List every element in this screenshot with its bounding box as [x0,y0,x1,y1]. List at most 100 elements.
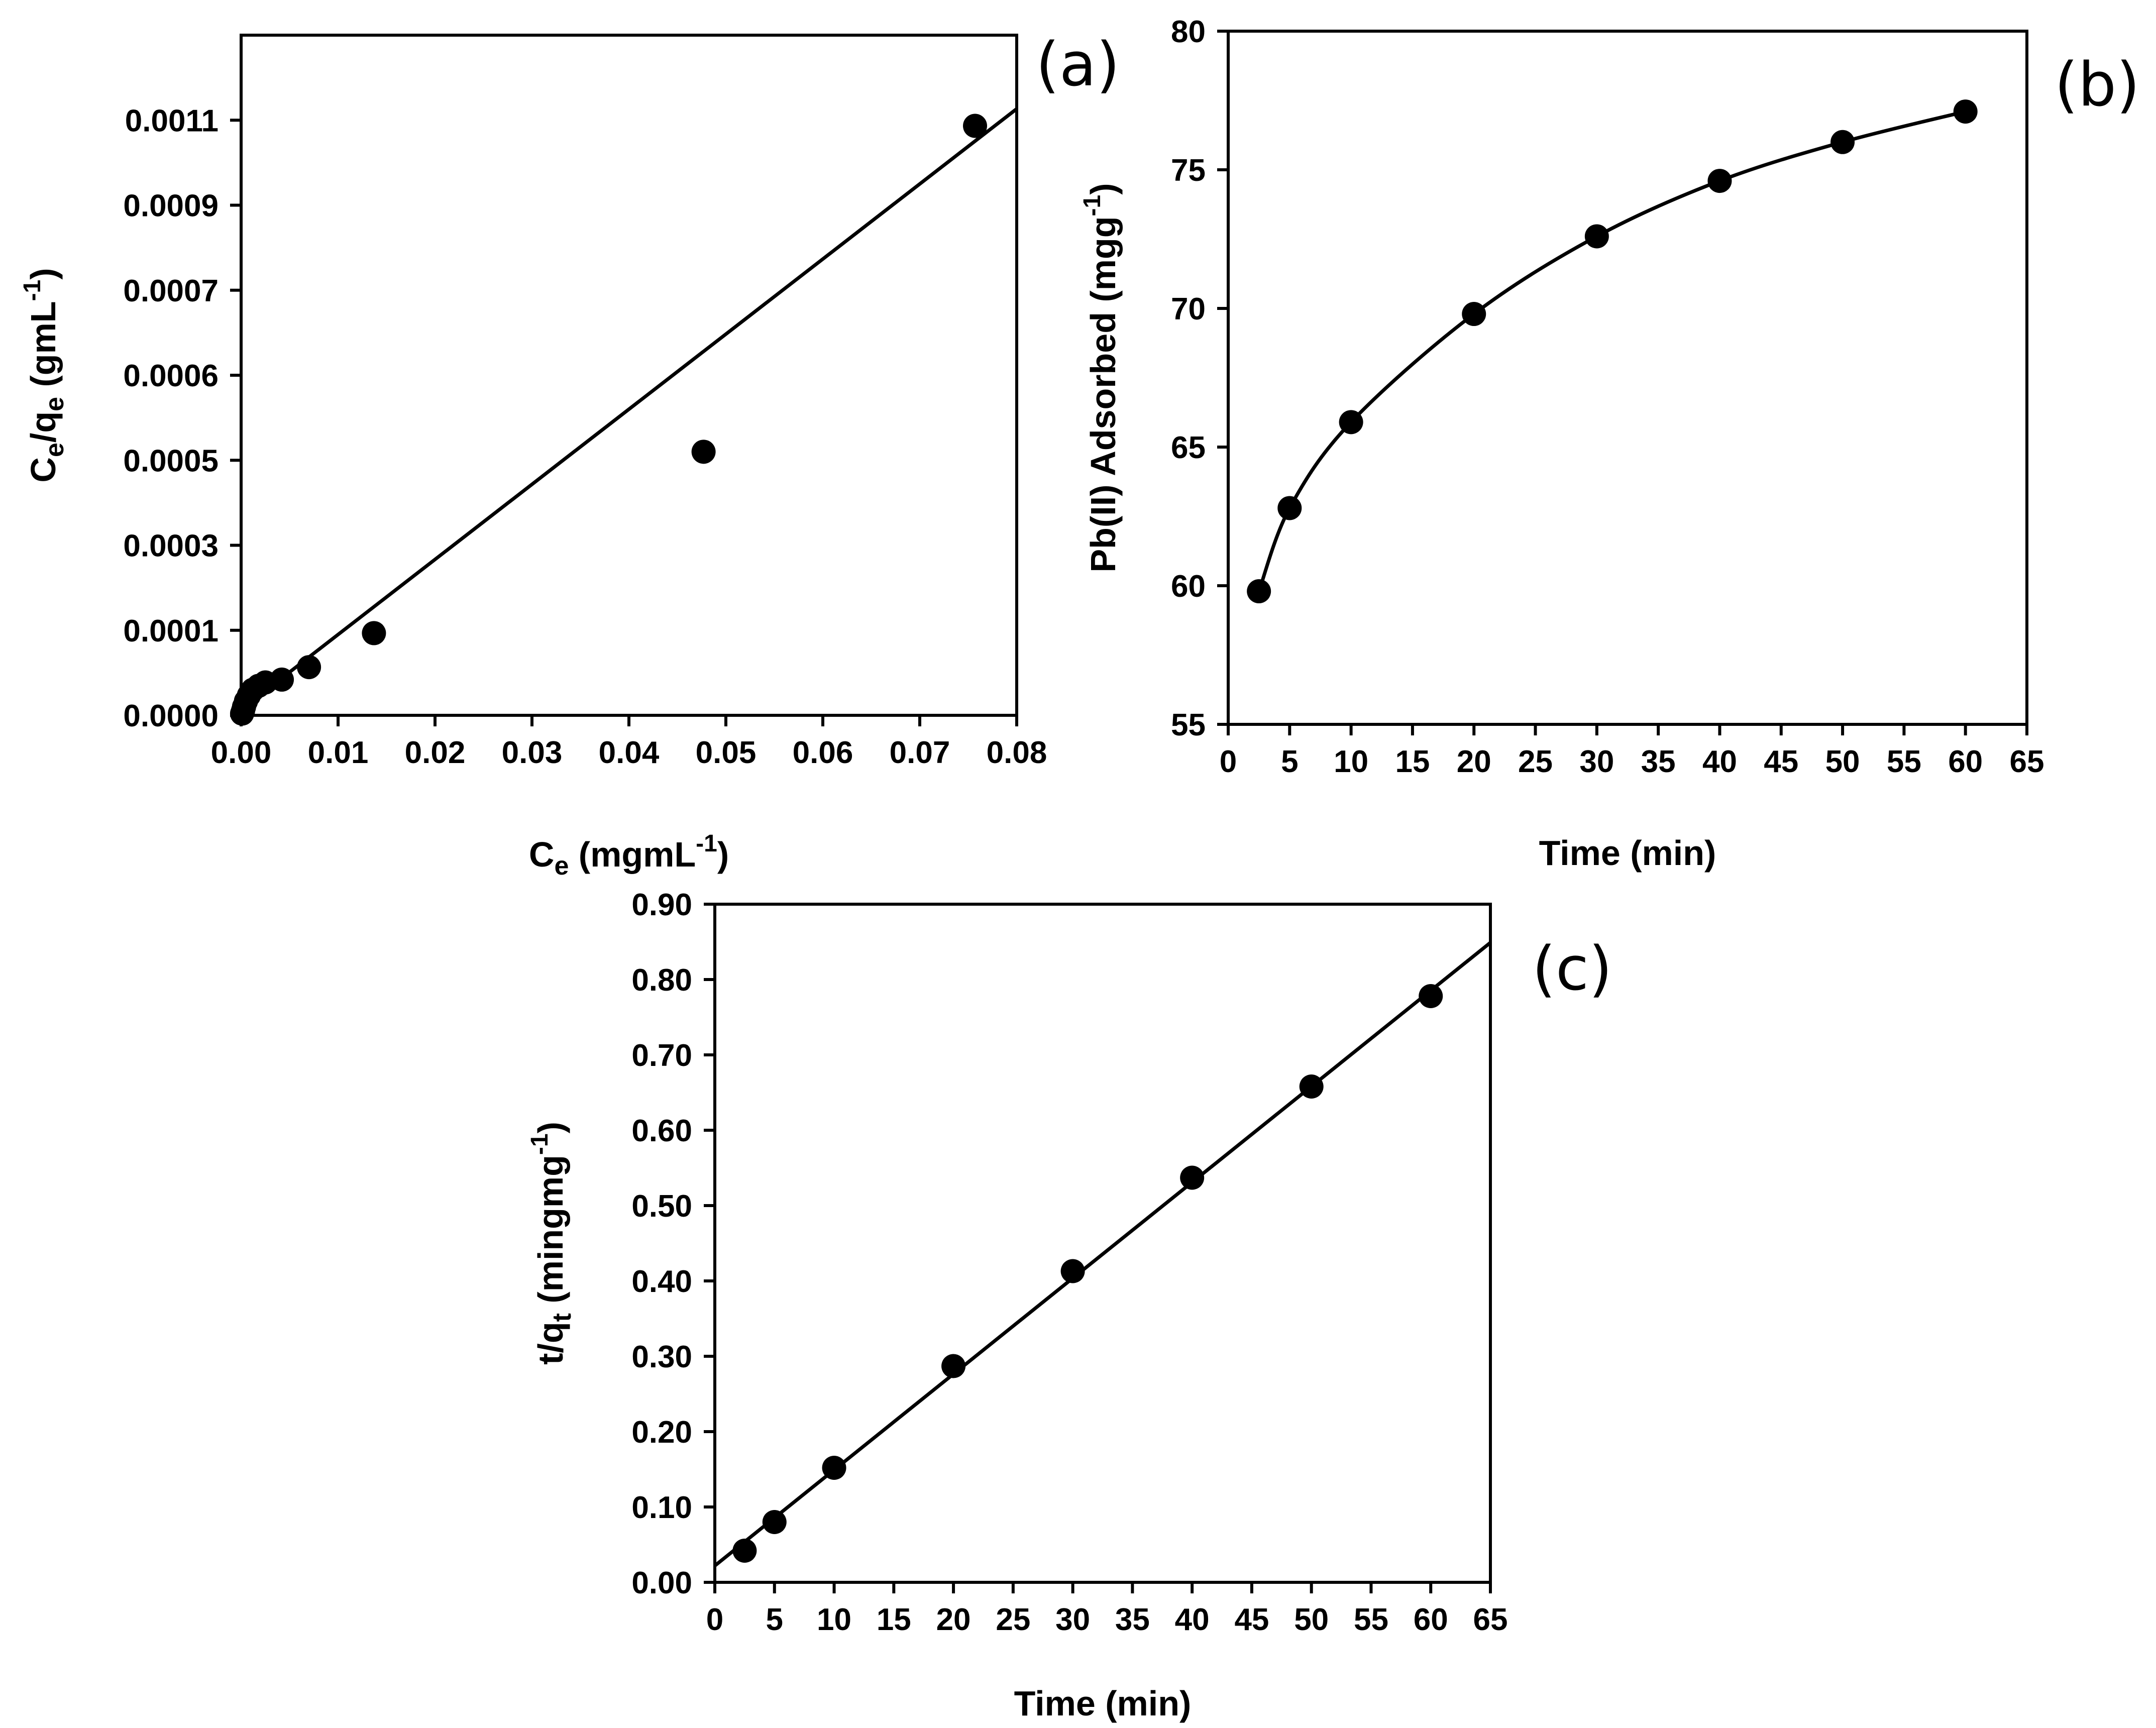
x-tick-label: 30 [1055,1602,1090,1637]
x-tick-label: 20 [1457,744,1491,779]
x-tick-label: 55 [1354,1602,1388,1637]
data-point [1247,579,1271,604]
y-tick-label: 0.0011 [125,103,219,138]
data-point [1953,99,1978,124]
x-tick-label: 65 [2010,744,2044,779]
x-tick-label: 35 [1641,744,1676,779]
x-tick-label: 45 [1234,1602,1269,1637]
y-tick-label: 0.80 [631,963,692,998]
x-tick-label: 25 [1518,744,1553,779]
x-axis-title: Ce (mgmL-1) [529,830,729,881]
x-tick-label: 15 [877,1602,911,1637]
x-tick-label: 40 [1702,744,1737,779]
y-tick-label: 0.30 [631,1340,692,1374]
data-point [1419,984,1443,1008]
y-tick-label: 0.40 [631,1264,692,1299]
y-tick-label: 75 [1171,153,1206,188]
data-point [270,667,294,692]
y-axis-ticks: 0.0000 0.0001 0.0003 0.0005 0.0006 0.0007 0.00… [123,103,241,733]
x-tick-label: 60 [1948,744,1983,779]
panel-label-a: (a) [1036,30,1120,100]
x-tick-label: 30 [1579,744,1614,779]
data-point [732,1539,757,1563]
x-tick-label: 35 [1115,1602,1150,1637]
data-point [1830,130,1855,154]
y-axis-title: t/qt (mingmg-1) [526,1122,577,1365]
x-tick-label: 0.02 [405,735,466,770]
x-tick-label: 10 [1334,744,1368,779]
x-tick-label: 0.01 [308,735,369,770]
y-tick-label: 0.0005 [123,444,219,478]
data-point [762,1510,787,1534]
fit-line [240,107,1018,711]
fit-curve-group [1257,110,1966,592]
y-tick-label: 0.50 [631,1189,692,1224]
y-axis-ticks: 0.00 0.10 0.20 0.30 0.40 0.50 0.60 0.70 0.80 0.90 [631,888,715,1600]
data-point [691,440,716,464]
y-tick-label: 0.0007 [123,274,219,308]
data-point [822,1456,846,1480]
data-point [1299,1074,1324,1099]
data-points-group [732,984,1443,1563]
y-tick-label: 0.0000 [123,699,219,733]
x-tick-label: 0 [1220,744,1237,779]
x-axis-ticks: 0 5 10 15 20 25 30 35 40 45 50 55 60 65 [706,1582,1507,1637]
y-tick-label: 0.90 [631,888,692,922]
x-tick-label: 20 [936,1602,971,1637]
y-tick-label: 0.0006 [123,359,219,393]
x-tick-label: 0.05 [696,735,757,770]
data-points-group [1247,99,1978,604]
plot-frame [240,34,1018,717]
x-tick-label: 5 [1281,744,1298,779]
x-tick-label: 40 [1175,1602,1210,1637]
y-tick-label: 60 [1171,569,1206,604]
x-tick-label: 0 [706,1602,723,1637]
data-points-group [230,114,988,726]
y-tick-label: 0.00 [631,1566,692,1600]
y-tick-label: 0.20 [631,1415,692,1450]
y-tick-label: 0.0009 [123,189,219,224]
x-axis-ticks: 0.00 0.01 0.02 0.03 0.04 0.05 0.06 0.07 0.08 [211,715,1047,770]
data-point [297,655,321,680]
x-tick-label: 55 [1887,744,1921,779]
x-tick-label: 0.07 [890,735,950,770]
x-tick-label: 15 [1395,744,1430,779]
plot-frame [713,903,1492,1584]
data-point [1462,302,1486,327]
x-tick-label: 5 [766,1602,783,1637]
panel-label-c: (c) [1532,934,1612,1004]
y-tick-label: 0.0001 [123,614,219,649]
y-tick-label: 0.10 [631,1490,692,1525]
x-axis-title: Time (min) [1539,833,1716,873]
panel-label-b: (b) [2055,50,2140,120]
data-point [1277,496,1302,520]
data-point [1060,1259,1085,1283]
data-point [1339,410,1363,435]
panel-a-isotherm-plot: 0.00 0.01 0.02 0.03 0.04 0.05 0.06 0.07 0.08 0.0… [19,30,1120,881]
x-axis-ticks: 0 5 10 15 20 25 30 35 40 45 50 55 60 65 [1220,724,2044,779]
x-tick-label: 60 [1414,1602,1448,1637]
y-tick-label: 0.70 [631,1038,692,1073]
data-point [1584,224,1609,249]
y-tick-label: 65 [1171,430,1206,465]
x-tick-label: 0.06 [793,735,853,770]
data-point [1707,169,1732,193]
y-axis-title: Ce/qe (gmL-1) [19,268,69,482]
y-tick-label: 70 [1171,292,1206,327]
panel-c-pseudo-second-order-plot: 0 5 10 15 20 25 30 35 40 45 50 55 60 65 0.000.100.200… [526,888,1612,1723]
x-tick-label: 50 [1825,744,1860,779]
fit-line-group [240,107,1018,711]
data-point [963,114,988,138]
plot-frame [1227,30,2028,726]
x-axis-title: Time (min) [1014,1684,1192,1723]
fit-curve [1257,110,1966,592]
x-tick-label: 10 [817,1602,851,1637]
x-tick-label: 0.08 [987,735,1047,770]
data-point [941,1354,966,1378]
y-tick-label: 80 [1171,15,1206,49]
y-axis-title: Pb(II) Adsorbed (mgg-1) [1079,183,1123,572]
data-point [362,621,386,645]
panel-b-kinetics-plot: 0 5 10 15 20 25 30 35 40 45 50 55 60 65 556065707580 … [1079,15,2140,873]
x-tick-label: 0.03 [502,735,563,770]
